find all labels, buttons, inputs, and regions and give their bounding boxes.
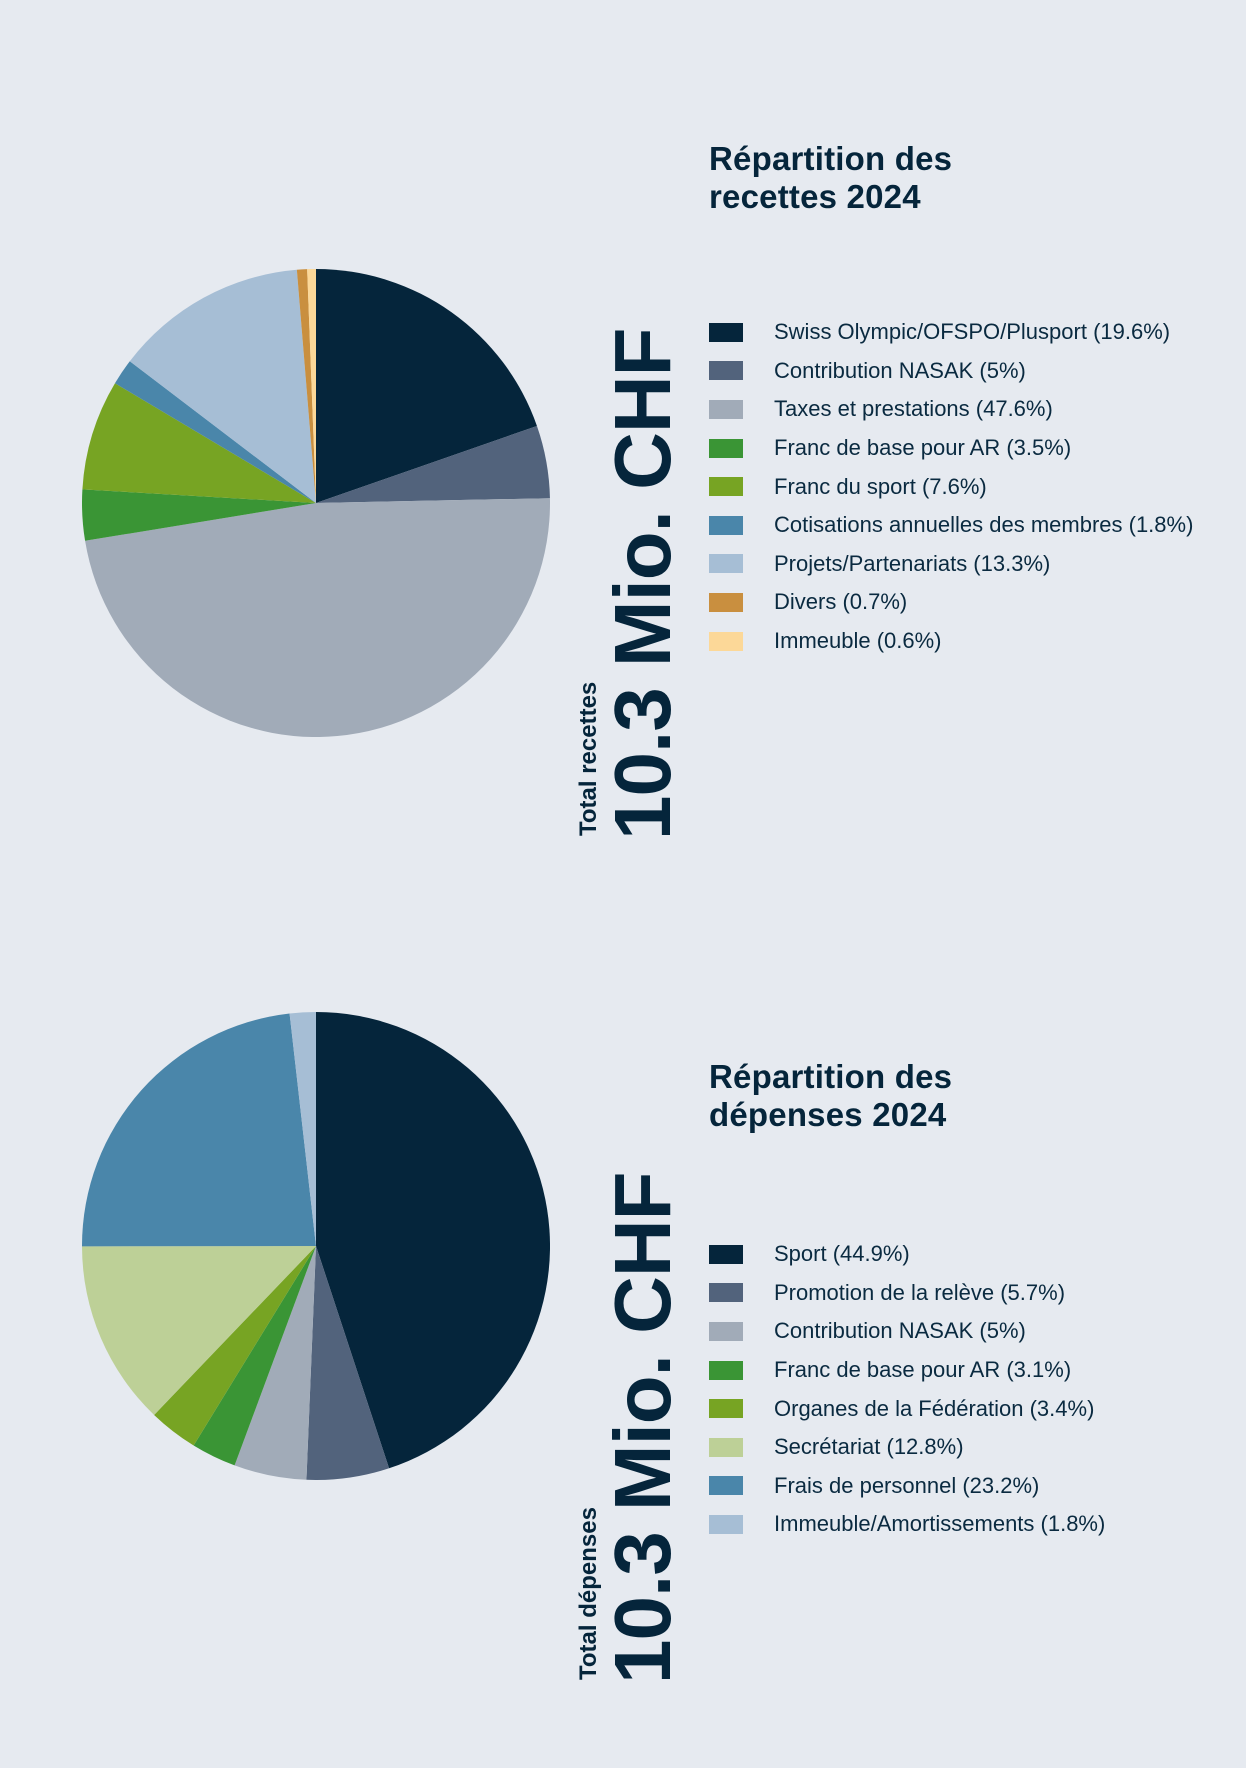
- expense-pie-slice-5: [154, 1246, 316, 1446]
- income-legend-label-7: Projets/Partenariats (13.3%): [774, 550, 1051, 576]
- income-pie-slice-3: [85, 498, 550, 737]
- income-legend-swatch-9: [709, 631, 743, 651]
- expense-legend-item-1: Sport (44.9%): [709, 1235, 1105, 1274]
- expense-pie-slice-7: [82, 1013, 316, 1247]
- expense-pie-chart: [82, 1012, 550, 1480]
- expense-legend-label-6: Secrétariat (12.8%): [774, 1434, 964, 1460]
- expense-legend-swatch-8: [709, 1514, 743, 1534]
- income-legend-item-8: Divers (0.7%): [709, 583, 1193, 622]
- expense-pie-slice-8: [289, 1012, 316, 1246]
- income-legend-label-4: Franc de base pour AR (3.5%): [774, 435, 1072, 461]
- expense-pie-slice-4: [193, 1246, 316, 1466]
- income-legend-swatch-5: [709, 477, 743, 497]
- income-legend-item-1: Swiss Olympic/OFSPO/Plusport (19.6%): [709, 313, 1193, 352]
- expense-legend-item-8: Immeuble/Amortissements (1.8%): [709, 1505, 1105, 1544]
- expense-legend-swatch-5: [709, 1399, 743, 1419]
- expense-legend-item-3: Contribution NASAK (5%): [709, 1312, 1105, 1351]
- expense-legend-item-2: Promotion de la relève (5.7%): [709, 1274, 1105, 1313]
- income-legend-swatch-4: [709, 438, 743, 458]
- expense-legend-item-4: Franc de base pour AR (3.1%): [709, 1351, 1105, 1390]
- income-chart-title: Répartition des recettes 2024: [709, 140, 952, 216]
- expense-pie-slice-1: [316, 1012, 550, 1469]
- income-legend-label-1: Swiss Olympic/OFSPO/Plusport (19.6%): [774, 319, 1171, 345]
- income-legend-item-6: Cotisations annuelles des membres (1.8%): [709, 506, 1193, 545]
- expense-legend-label-2: Promotion de la relève (5.7%): [774, 1279, 1066, 1305]
- expense-legend-label-3: Contribution NASAK (5%): [774, 1318, 1026, 1344]
- income-pie-slice-7: [129, 269, 316, 503]
- income-pie-slice-2: [316, 425, 550, 503]
- income-chart-section: Répartition des recettes 2024 Total rece…: [82, 140, 1193, 840]
- expense-pie-slice-3: [234, 1246, 316, 1480]
- income-pie-slice-8: [296, 269, 316, 503]
- expense-legend-label-4: Franc de base pour AR (3.1%): [774, 1357, 1072, 1383]
- expense-legend-item-6: Secrétariat (12.8%): [709, 1428, 1105, 1467]
- expense-legend-swatch-1: [709, 1244, 743, 1264]
- expense-legend-swatch-4: [709, 1360, 743, 1380]
- income-legend-item-4: Franc de base pour AR (3.5%): [709, 429, 1193, 468]
- expense-pie-slice-2: [306, 1246, 390, 1480]
- expense-legend-label-8: Immeuble/Amortissements (1.8%): [774, 1511, 1106, 1537]
- expense-pie-slice-6: [82, 1246, 316, 1415]
- income-legend-label-5: Franc du sport (7.6%): [774, 473, 987, 499]
- expense-legend-swatch-6: [709, 1437, 743, 1457]
- income-pie-slice-6: [114, 361, 316, 503]
- income-legend-label-3: Taxes et prestations (47.6%): [774, 396, 1053, 422]
- income-chart-title-line-1: Répartition des: [709, 140, 953, 177]
- expense-legend-item-5: Organes de la Fédération (3.4%): [709, 1389, 1105, 1428]
- expense-legend-item-7: Frais de personnel (23.2%): [709, 1467, 1105, 1506]
- income-legend-item-9: Immeuble (0.6%): [709, 622, 1193, 661]
- expense-legend: Sport (44.9%) Promotion de la relève (5.7…: [709, 1235, 1105, 1544]
- expense-legend-label-1: Sport (44.9%): [774, 1241, 910, 1267]
- income-legend-item-3: Taxes et prestations (47.6%): [709, 390, 1193, 429]
- income-pie-slice-4: [82, 489, 316, 541]
- income-legend-swatch-6: [709, 515, 743, 535]
- income-legend-swatch-2: [709, 361, 743, 381]
- income-legend-label-2: Contribution NASAK (5%): [774, 357, 1026, 383]
- income-legend-label-6: Cotisations annuelles des membres (1.8%): [774, 512, 1194, 538]
- income-legend-item-7: Projets/Partenariats (13.3%): [709, 545, 1193, 584]
- expense-legend-label-5: Organes de la Fédération (3.4%): [774, 1395, 1095, 1421]
- income-legend-swatch-3: [709, 399, 743, 419]
- income-legend-label-9: Immeuble (0.6%): [774, 628, 942, 654]
- income-legend-label-8: Divers (0.7%): [774, 589, 908, 615]
- income-legend-swatch-8: [709, 592, 743, 612]
- income-pie-slice-9: [307, 269, 316, 503]
- income-legend-item-2: Contribution NASAK (5%): [709, 352, 1193, 391]
- expense-total-value: 10.3 Mio. CHF: [598, 1172, 687, 1684]
- expense-chart-title-line-2: dépenses 2024: [709, 1096, 947, 1133]
- expense-legend-swatch-2: [709, 1283, 743, 1303]
- expense-chart-title: Répartition des dépenses 2024: [709, 1058, 952, 1134]
- expense-legend-label-7: Frais de personnel (23.2%): [774, 1472, 1040, 1498]
- income-legend: Swiss Olympic/OFSPO/Plusport (19.6%) Cont…: [709, 313, 1193, 660]
- income-pie-slice-1: [316, 269, 537, 503]
- income-legend-swatch-7: [709, 554, 743, 574]
- income-legend-item-5: Franc du sport (7.6%): [709, 467, 1193, 506]
- expense-legend-swatch-3: [709, 1321, 743, 1341]
- income-legend-swatch-1: [709, 322, 743, 342]
- expense-chart-title-line-1: Répartition des: [709, 1058, 953, 1095]
- income-pie-slice-5: [82, 383, 317, 503]
- expense-legend-swatch-7: [709, 1476, 743, 1496]
- income-chart-title-line-2: recettes 2024: [709, 178, 921, 215]
- income-total-value: 10.3 Mio. CHF: [598, 328, 687, 840]
- expense-chart-section: Répartition des dépenses 2024 Total dépe…: [0, 884, 1246, 1768]
- income-pie-chart: [82, 269, 550, 737]
